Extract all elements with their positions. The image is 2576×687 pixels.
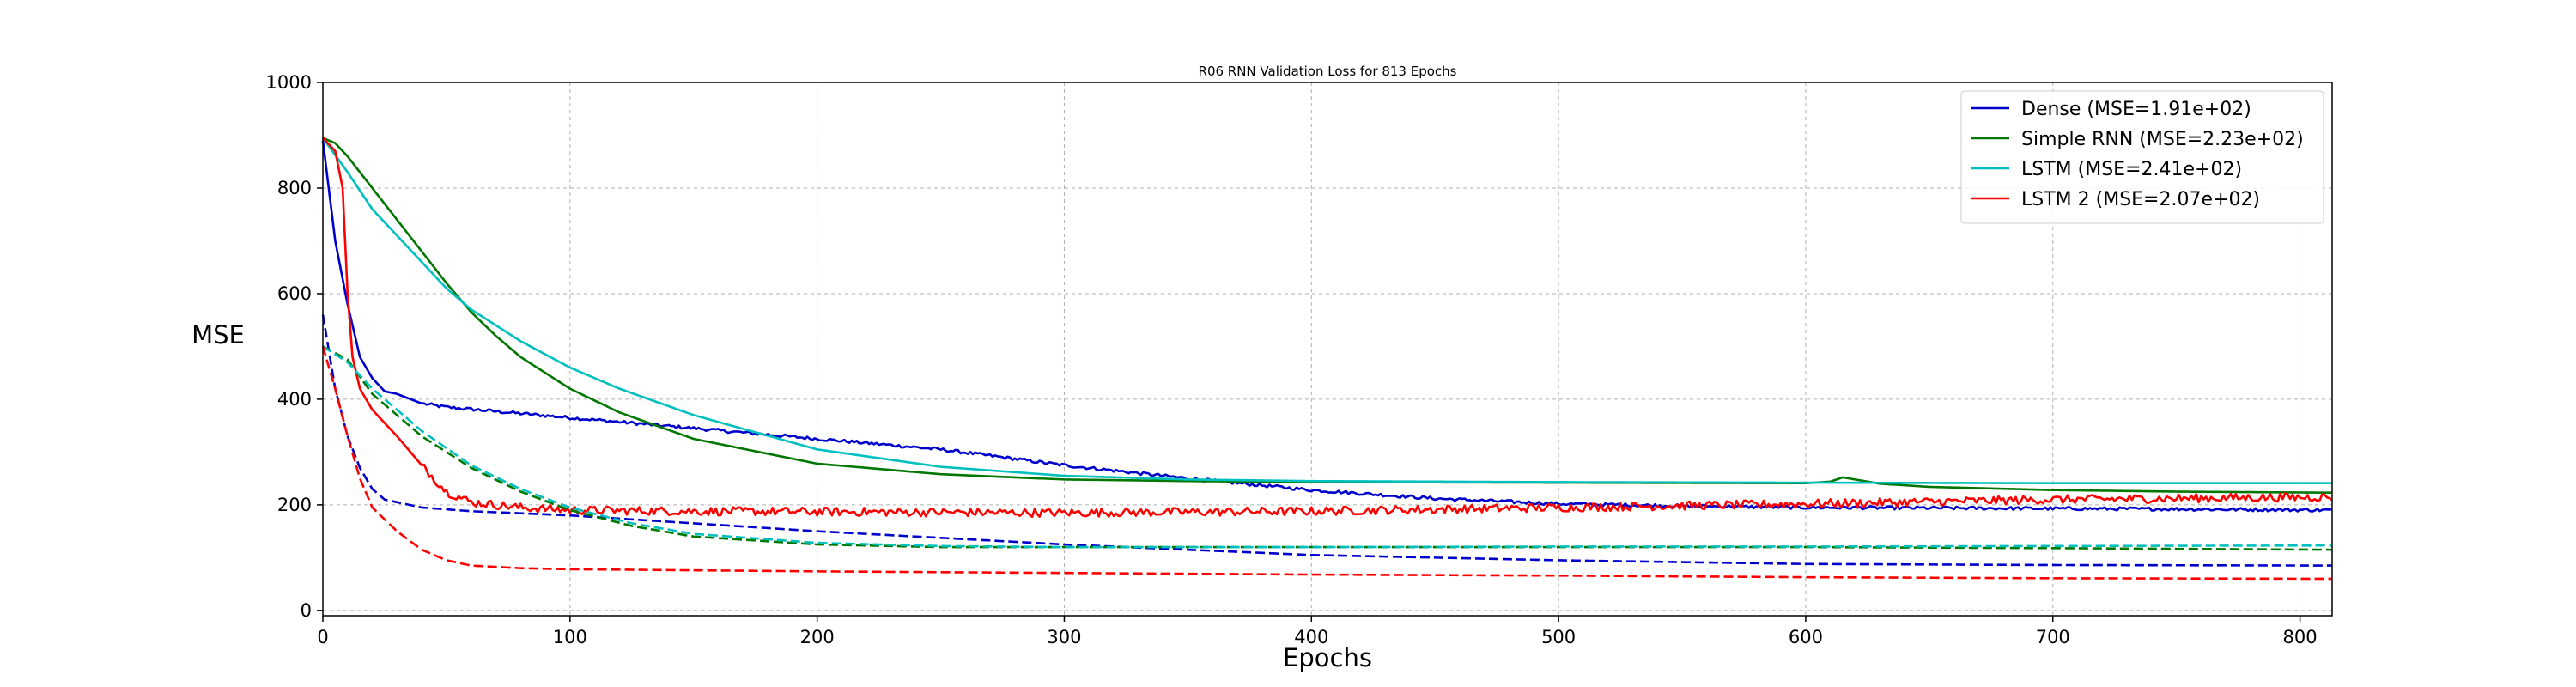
chart-title: R06 RNN Validation Loss for 813 Epochs — [1199, 64, 1457, 79]
y-tick-label: 800 — [277, 178, 312, 198]
x-tick-label: 0 — [317, 627, 328, 647]
series-line-2 — [321, 137, 2332, 484]
series-line-0 — [321, 140, 2333, 513]
legend-label: LSTM 2 (MSE=2.07e+02) — [2021, 189, 2260, 210]
x-tick-label: 800 — [2283, 627, 2318, 647]
legend-label: LSTM (MSE=2.41e+02) — [2021, 159, 2242, 180]
x-tick-label: 300 — [1047, 627, 1081, 647]
legend-frame — [1960, 90, 2324, 224]
x-tick-label: 100 — [553, 627, 587, 647]
y-axis-title: MSE — [191, 320, 245, 350]
series-line-dashed-6 — [322, 345, 2333, 549]
series-line-3 — [322, 137, 2333, 519]
y-axis-ticks: 0 200 400 600 800 1000 — [266, 72, 323, 621]
x-axis-ticks: 0 100 200 300 400 500 600 700 800 — [317, 616, 2318, 647]
legend-label: Simple RNN (MSE=2.23e+02) — [2021, 129, 2304, 150]
x-tick-label: 500 — [1541, 627, 1576, 647]
y-tick-label: 1000 — [266, 72, 312, 93]
x-tick-label: 600 — [1789, 627, 1823, 647]
x-tick-label: 400 — [1294, 627, 1328, 647]
y-tick-label: 200 — [277, 495, 312, 515]
x-axis-title: Epochs — [1283, 643, 1372, 672]
legend-label: Dense (MSE=1.91e+02) — [2021, 99, 2251, 120]
x-tick-label: 700 — [2036, 627, 2070, 647]
series-line-dashed-7 — [321, 346, 2333, 581]
y-tick-label: 0 — [301, 600, 312, 621]
series-lines — [321, 137, 2333, 581]
y-tick-label: 400 — [277, 389, 312, 410]
y-tick-label: 600 — [277, 283, 312, 304]
series-line-dashed-4 — [321, 314, 2333, 567]
series-line-dashed-5 — [322, 345, 2333, 551]
x-tick-label: 200 — [800, 627, 835, 647]
legend: Dense (MSE=1.91e+02) Simple RNN (MSE=2.23… — [1960, 90, 2324, 224]
plot-area-frame — [322, 82, 2333, 617]
